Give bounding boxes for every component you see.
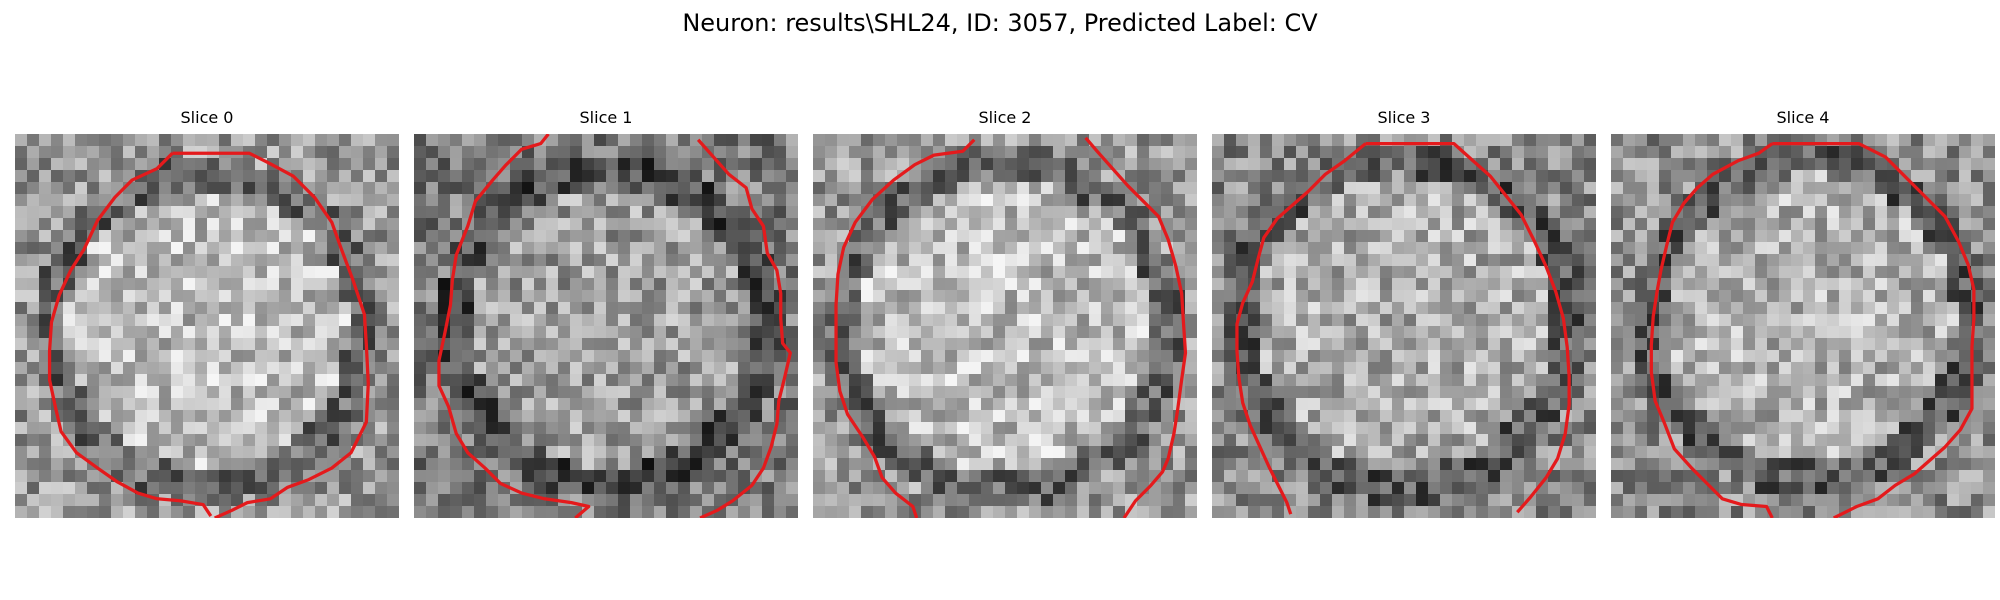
slice-panel-0: Slice 0: [15, 108, 399, 518]
segmentation-contour: [834, 138, 976, 518]
slice-panel-4: Slice 4: [1611, 108, 1995, 518]
slice-panel-3: Slice 3: [1212, 108, 1596, 518]
segmentation-contour: [696, 138, 792, 518]
slice-image: [15, 134, 399, 518]
slice-title: Slice 3: [1377, 108, 1431, 127]
segmentation-contour: [47, 152, 213, 517]
slice-title: Slice 1: [579, 108, 633, 127]
segmentation-contour: [1365, 141, 1571, 514]
segmentation-contour: [437, 134, 591, 518]
slice-title: Slice 2: [978, 108, 1032, 127]
slice-image: [1611, 134, 1995, 518]
slice-image: [813, 134, 1197, 518]
slice-panel-2: Slice 2: [813, 108, 1197, 518]
segmentation-contour: [1084, 136, 1188, 518]
segmentation-contour: [1772, 141, 1976, 518]
slice-image: [414, 134, 798, 518]
slice-title: Slice 0: [180, 108, 234, 127]
figure-title: Neuron: results\SHL24, ID: 3057, Predict…: [682, 9, 1318, 37]
segmentation-contour: [172, 151, 370, 518]
slice-panel-1: Slice 1: [414, 108, 798, 518]
slice-image: [1212, 134, 1596, 518]
segmentation-contour: [1649, 142, 1774, 518]
slice-title: Slice 4: [1776, 108, 1830, 127]
segmentation-contour: [1235, 142, 1367, 515]
